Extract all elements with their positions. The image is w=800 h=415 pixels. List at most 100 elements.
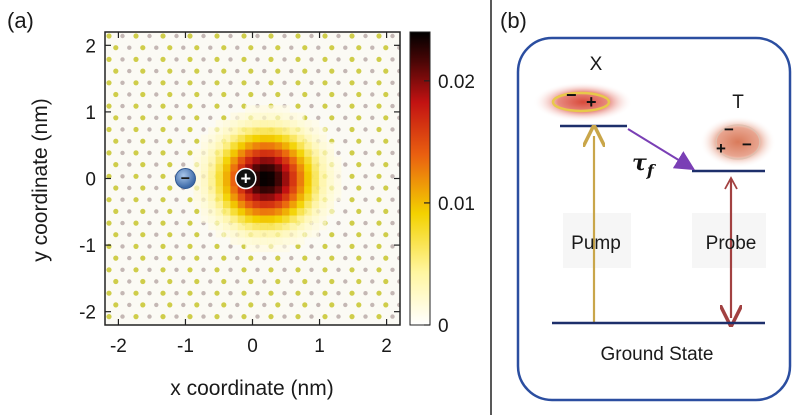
lattice-atom	[174, 314, 179, 319]
lattice-atom	[309, 314, 314, 319]
heatmap-cell	[318, 163, 327, 172]
lattice-atom	[181, 92, 186, 97]
lattice-atom	[390, 220, 395, 226]
lattice-atom	[390, 291, 395, 296]
lattice-atom	[356, 91, 362, 98]
heatmap-cell	[252, 149, 261, 157]
lattice-atom	[309, 267, 314, 272]
lattice-atom	[363, 57, 368, 62]
lattice-atom	[154, 68, 159, 74]
heatmap-cell	[282, 134, 290, 143]
lattice-atom	[113, 185, 119, 191]
heatmap-cell	[326, 163, 335, 172]
y-axis-ticks: -2 -1 0 1 2	[79, 36, 400, 324]
heatmap-cell	[259, 215, 268, 223]
lattice-atom	[208, 68, 213, 74]
lattice-atom	[214, 314, 220, 320]
lattice-atom	[336, 291, 341, 296]
lattice-atom	[167, 208, 173, 214]
heatmap-cell	[230, 229, 239, 238]
lattice-atom	[194, 255, 200, 261]
lattice-atom	[262, 279, 267, 284]
heatmap-cell	[296, 237, 305, 245]
lattice-atom	[106, 150, 112, 156]
lattice-atom	[194, 115, 200, 121]
trion-t-cloud: − − +	[700, 116, 776, 168]
lattice-atom	[140, 115, 146, 121]
heatmap-cell	[318, 222, 327, 231]
lattice-atom	[363, 291, 368, 296]
lattice-atom	[363, 174, 368, 179]
y-axis-title: y coordinate (nm)	[29, 98, 52, 261]
heatmap-cell	[215, 207, 224, 216]
heatmap-cell	[259, 193, 268, 201]
lattice-atom	[329, 255, 335, 261]
lattice-atom	[127, 302, 132, 308]
lattice-atom	[248, 68, 254, 74]
lattice-atom	[390, 80, 395, 86]
lattice-atom	[113, 68, 119, 74]
lattice-atom	[370, 255, 375, 261]
lattice-atom	[120, 127, 125, 132]
heatmap-cell	[208, 171, 217, 179]
lattice-atom	[113, 115, 119, 121]
heatmap-cell	[237, 163, 246, 172]
heatmap-cell	[230, 119, 239, 128]
t-minus-sign-1: −	[724, 120, 734, 139]
heatmap-cell	[282, 207, 290, 216]
lattice-atom	[140, 208, 146, 214]
heatmap-cell	[274, 207, 283, 216]
heatmap-cell	[245, 105, 253, 113]
lattice-atom	[383, 138, 389, 144]
lattice-atom	[322, 33, 328, 39]
y-tick-label: -1	[79, 236, 96, 257]
lattice-atom	[160, 220, 166, 226]
heatmap-cell	[252, 156, 261, 165]
lattice-atom	[221, 45, 227, 51]
lattice-atom	[113, 45, 119, 51]
lattice-atom	[363, 244, 368, 249]
lattice-atom	[363, 197, 368, 202]
heatmap-cell	[230, 171, 239, 179]
heatmap-cell	[215, 156, 224, 165]
lattice-atom	[106, 173, 112, 179]
lattice-atom	[370, 162, 375, 167]
heatmap-cell	[289, 156, 298, 165]
heatmap-cell	[193, 149, 202, 157]
heatmap-cell	[296, 163, 305, 172]
lattice-atom	[336, 150, 341, 156]
heatmap-cell	[304, 207, 312, 216]
lattice-atom	[174, 197, 179, 202]
lattice-atom	[133, 290, 139, 296]
heatmap-cell	[304, 119, 312, 128]
exciton-x-cloud: − +	[533, 82, 633, 122]
lattice-atom	[383, 302, 389, 308]
heatmap-cell	[208, 178, 217, 187]
heatmap-cell	[230, 237, 239, 245]
lattice-atom	[187, 197, 193, 203]
heatmap-cell	[237, 156, 246, 165]
heatmap-cell	[318, 200, 327, 209]
lattice-atom	[187, 126, 193, 133]
lattice-atom	[289, 279, 294, 284]
lattice-atom	[120, 291, 125, 296]
heatmap-cell	[282, 200, 290, 209]
lattice-atom	[248, 45, 254, 51]
t-minus-sign-2: −	[742, 135, 752, 154]
heatmap-cell	[267, 171, 276, 179]
heatmap-cell	[223, 215, 231, 223]
lattice-atom	[275, 255, 281, 261]
heatmap-cell	[208, 149, 217, 157]
heatmap-cell	[208, 207, 217, 216]
heatmap-cell	[274, 244, 283, 253]
heatmap-cell	[208, 134, 217, 143]
heatmap-cell	[193, 156, 202, 165]
lattice-atom	[228, 244, 233, 249]
lattice-atom	[390, 127, 395, 132]
heatmap-cell	[274, 127, 283, 135]
lattice-atom	[356, 208, 362, 214]
heatmap-cell	[282, 193, 290, 201]
lattice-atom	[147, 244, 152, 249]
lattice-atom	[295, 290, 301, 296]
lattice-atom	[106, 80, 112, 86]
